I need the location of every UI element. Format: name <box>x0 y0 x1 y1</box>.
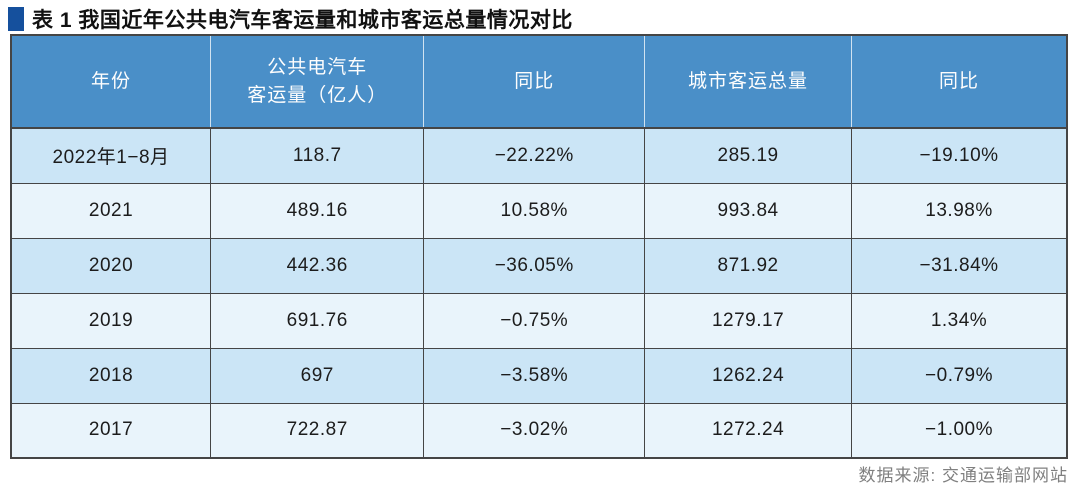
table-cell: 993.84 <box>644 182 853 239</box>
table-cell: 691.76 <box>210 292 425 349</box>
table-cell: 118.7 <box>210 127 425 184</box>
title-bullet-icon <box>8 7 24 31</box>
table-cell: −0.75% <box>423 292 646 349</box>
table-cell: −1.00% <box>851 402 1068 459</box>
table-row: 2018 697 −3.58% 1262.24 −0.79% <box>10 347 1068 404</box>
table-cell: −3.58% <box>423 347 646 404</box>
table-title: 表 1 我国近年公共电汽车客运量和城市客运总量情况对比 <box>32 9 573 32</box>
table-cell: 871.92 <box>644 237 853 294</box>
table-row: 2020 442.36 −36.05% 871.92 −31.84% <box>10 237 1068 294</box>
table-row: 2022年1−8月 118.7 −22.22% 285.19 −19.10% <box>10 127 1068 184</box>
column-header: 公共电汽车 客运量（亿人） <box>210 35 424 129</box>
table-title-bar: 表 1 我国近年公共电汽车客运量和城市客运总量情况对比 <box>8 4 573 34</box>
table-cell: −22.22% <box>423 127 646 184</box>
table-cell: 285.19 <box>644 127 853 184</box>
table-cell: 442.36 <box>210 237 425 294</box>
table-cell: 2020 <box>10 237 212 294</box>
table-cell: 1.34% <box>851 292 1068 349</box>
table-cell: −0.79% <box>851 347 1068 404</box>
table-cell: 1272.24 <box>644 402 853 459</box>
table-cell: 1262.24 <box>644 347 853 404</box>
table-cell: −31.84% <box>851 237 1068 294</box>
column-header: 同比 <box>851 35 1067 129</box>
table-cell: 489.16 <box>210 182 425 239</box>
table-row: 2017 722.87 −3.02% 1272.24 −1.00% <box>10 402 1068 459</box>
data-table: 年份 公共电汽车 客运量（亿人） 同比 城市客运总量 同比 2022年1−8月 118.7−… <box>10 34 1068 459</box>
table-row: 2021 489.16 10.58% 993.84 13.98% <box>10 182 1068 239</box>
table-cell: 2021 <box>10 182 212 239</box>
table-cell: 722.87 <box>210 402 425 459</box>
column-header: 同比 <box>423 35 645 129</box>
table-cell: 2017 <box>10 402 212 459</box>
table-cell: 10.58% <box>423 182 646 239</box>
table-cell: −36.05% <box>423 237 646 294</box>
column-header: 城市客运总量 <box>644 35 852 129</box>
table-cell: 1279.17 <box>644 292 853 349</box>
table-cell: 2018 <box>10 347 212 404</box>
column-header: 年份 <box>11 35 211 129</box>
table-body: 2022年1−8月 118.7 −22.22% 285.19 −19.10% 2021 48… <box>10 127 1068 459</box>
table-cell: 13.98% <box>851 182 1068 239</box>
table-cell: −19.10% <box>851 127 1068 184</box>
table-cell: 2022年1−8月 <box>10 127 212 184</box>
table-cell: 697 <box>210 347 425 404</box>
data-source-note: 数据来源: 交通运输部网站 <box>858 466 1068 485</box>
header-row: 年份 公共电汽车 客运量（亿人） 同比 城市客运总量 同比 <box>11 35 1067 129</box>
table-cell: −3.02% <box>423 402 646 459</box>
table-row: 2019 691.76 −0.75% 1279.17 1.34% <box>10 292 1068 349</box>
table-cell: 2019 <box>10 292 212 349</box>
